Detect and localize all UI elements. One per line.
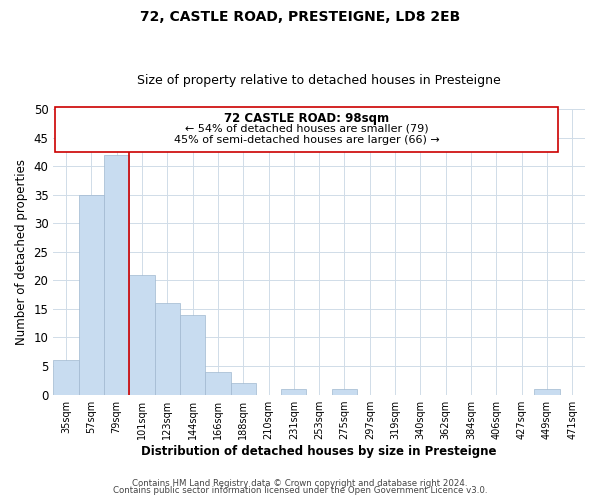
Bar (155, 303, 180, 394)
Text: 45% of semi-detached houses are larger (66) →: 45% of semi-detached houses are larger (… (173, 134, 439, 144)
X-axis label: Distribution of detached houses by size in Presteigne: Distribution of detached houses by size … (142, 444, 497, 458)
Bar (180, 314, 205, 394)
Bar (281, 389, 307, 394)
Bar (53, 360, 79, 394)
Y-axis label: Number of detached properties: Number of detached properties (15, 159, 28, 345)
Bar (230, 383, 256, 394)
Text: Contains HM Land Registry data © Crown copyright and database right 2024.: Contains HM Land Registry data © Crown c… (132, 478, 468, 488)
Text: Contains public sector information licensed under the Open Government Licence v3: Contains public sector information licen… (113, 486, 487, 495)
Text: ← 54% of detached houses are smaller (79): ← 54% of detached houses are smaller (79… (185, 124, 428, 134)
Bar (535, 389, 560, 394)
Text: 72 CASTLE ROAD: 98sqm: 72 CASTLE ROAD: 98sqm (224, 112, 389, 125)
Bar (205, 372, 230, 394)
Bar (129, 274, 155, 394)
Bar (104, 154, 129, 394)
Title: Size of property relative to detached houses in Presteigne: Size of property relative to detached ho… (137, 74, 501, 87)
Bar (79, 194, 104, 394)
Bar (332, 389, 357, 394)
FancyBboxPatch shape (55, 108, 559, 152)
Text: 72, CASTLE ROAD, PRESTEIGNE, LD8 2EB: 72, CASTLE ROAD, PRESTEIGNE, LD8 2EB (140, 10, 460, 24)
